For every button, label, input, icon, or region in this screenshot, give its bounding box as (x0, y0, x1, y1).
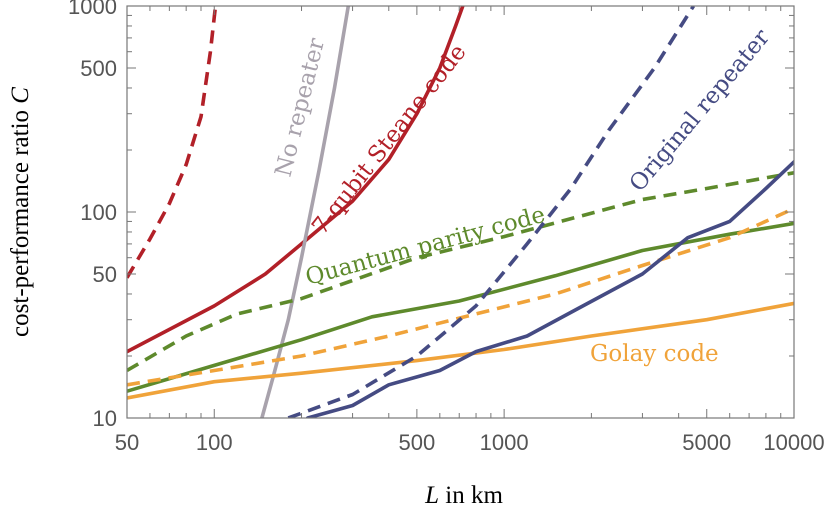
x-tick-label: 500 (399, 430, 436, 455)
y-axis-title: cost-performance ratio C (7, 87, 34, 337)
x-axis-title: L in km (424, 482, 503, 509)
series-line-8 (305, 160, 794, 418)
y-axis-title-var: C (7, 87, 34, 104)
y-tick-label: 500 (80, 56, 117, 81)
x-tick-labels: 50 100 500 1000 5000 10000 (115, 430, 825, 455)
series-line-6 (127, 301, 794, 400)
series-line-7 (287, 6, 696, 418)
series-line-0 (127, 6, 218, 279)
x-axis-title-rest: in km (439, 482, 503, 509)
x-tick-label: 100 (196, 430, 233, 455)
x-axis-title-var: L (424, 482, 439, 509)
y-tick-label: 1000 (68, 0, 117, 19)
x-tick-label: 10000 (763, 430, 824, 455)
golay-code-label: Golay code (590, 341, 719, 367)
x-tick-label: 50 (115, 430, 139, 455)
series-line-1 (127, 6, 465, 354)
series-layer (127, 6, 794, 418)
series-line-4 (127, 221, 794, 393)
y-axis-title-rest: cost-performance ratio (7, 104, 34, 337)
steane-code-label: 7-qubit Steane code (307, 40, 471, 240)
y-tick-label: 50 (93, 262, 117, 287)
series-line-3 (127, 171, 794, 373)
ticks-layer (126, 6, 795, 419)
x-tick-label: 5000 (682, 430, 731, 455)
y-tick-label: 100 (80, 200, 117, 225)
original-repeater-label: Original repeater (625, 25, 775, 197)
series-line-5 (127, 206, 794, 387)
x-tick-label: 1000 (480, 430, 529, 455)
y-tick-labels: 10 50 100 500 1000 (68, 0, 117, 431)
y-tick-label: 10 (93, 406, 117, 431)
